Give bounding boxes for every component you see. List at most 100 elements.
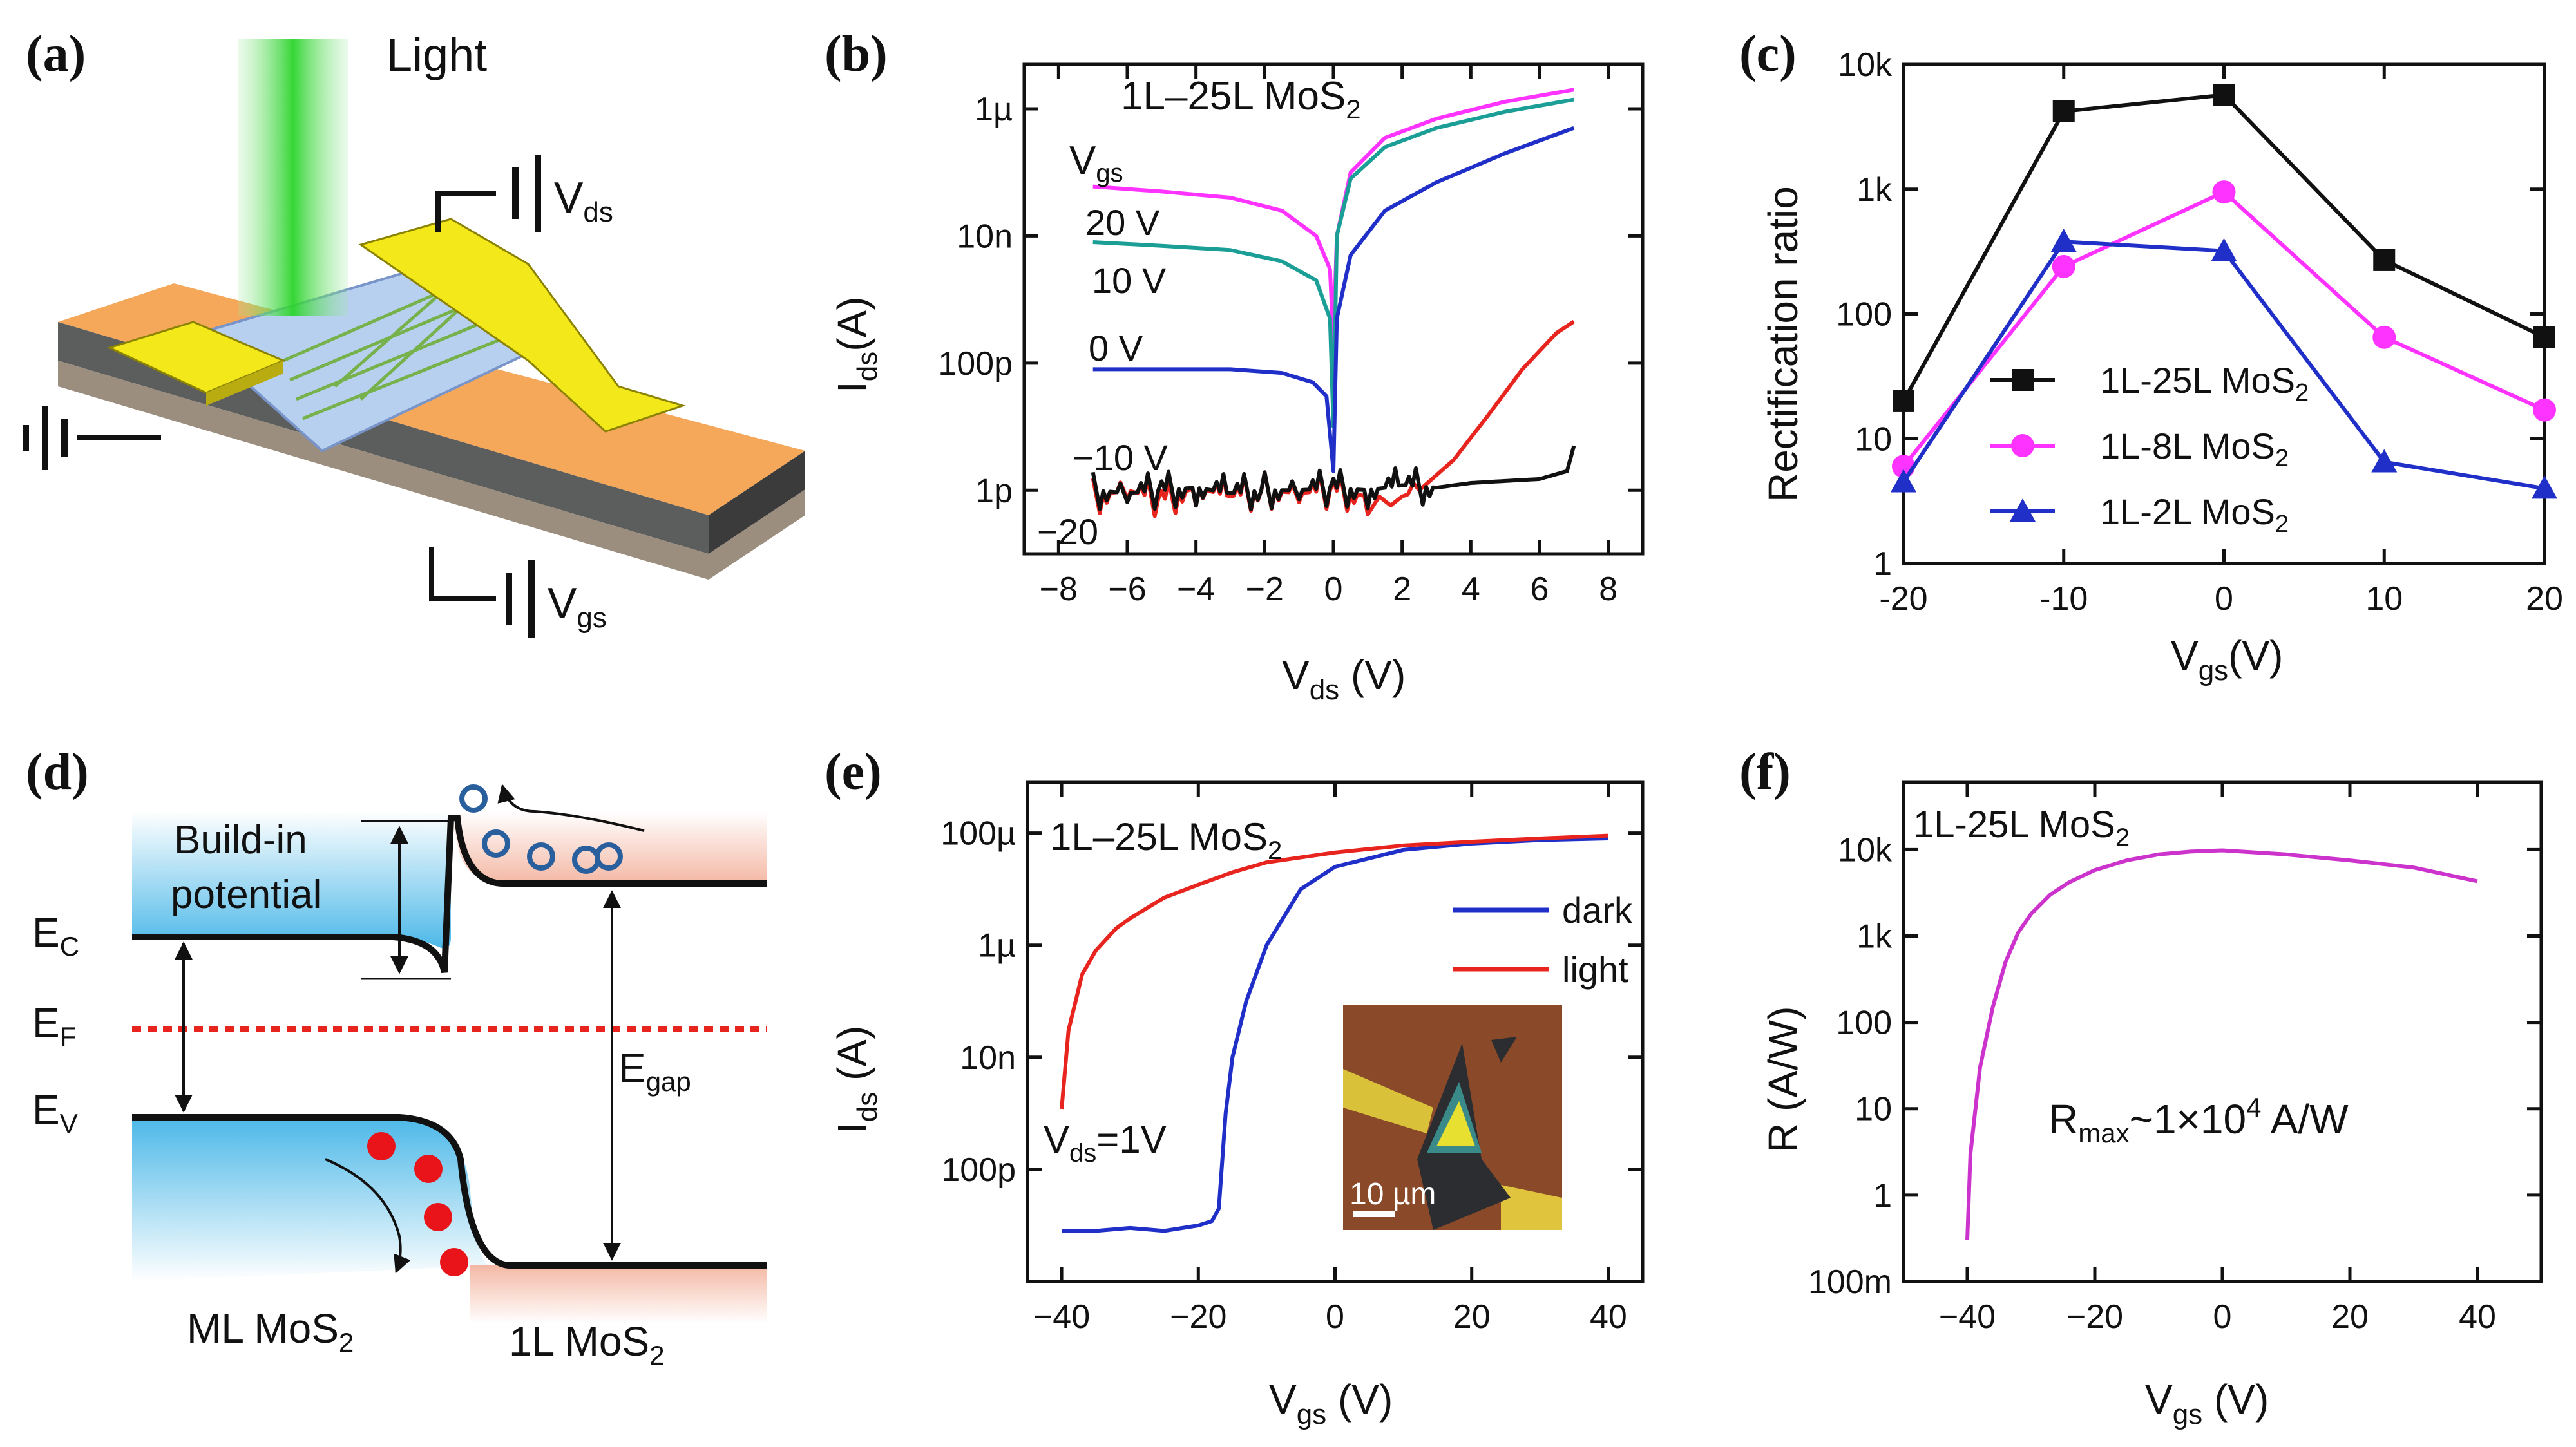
data-point-triangle [1891,469,1916,493]
y-tick-label: 100m [1808,1263,1892,1301]
data-point-triangle [2371,449,2398,473]
y-tick-label: 10 [1855,1091,1892,1128]
data-point-square [2052,100,2075,122]
data-point-triangle [2532,475,2557,499]
data-point-triangle [2211,238,2237,261]
plot-c-legend: 1L-25L MoS2 1L-8L MoS2 1L-2L MoS2 [1990,360,2309,538]
plot-c-frame [1902,62,2546,565]
ev-label: EV [32,1086,78,1139]
x-tick-label: -10 [2039,580,2088,618]
x-tick-label: 10 [2365,580,2403,618]
x-tick-label: 20 [2526,580,2563,618]
plot-e-legend: dark light [1453,890,1633,990]
y-tick-label: 10k [1838,46,1893,84]
vds-note: Vds=1V [1044,1118,1167,1168]
x-tick-label: −40 [1033,1298,1090,1336]
data-point-square [2213,84,2235,106]
plot-c-xlabel: Vgs(V) [2171,632,2283,686]
ml-valence-fill [132,1117,490,1281]
y-tick-label: 100p [938,345,1013,383]
y-tick-label: 1k [1856,171,1893,209]
x-tick-label: 0 [1324,571,1343,608]
x-tick-label: 20 [1453,1298,1491,1336]
x-tick-label: −20 [1170,1298,1226,1336]
x-tick-label: 6 [1531,571,1549,608]
x-tick-label: 0 [1326,1298,1344,1336]
y-tick-label: 1µ [975,91,1013,128]
x-tick-label: 4 [1462,571,1480,608]
x-tick-label: −8 [1040,571,1078,608]
curve-label-m10v: −10 V [1073,437,1169,478]
plot-b-title: 1L–25L MoS2 [1121,74,1361,124]
rmax-annotation: Rmax~1×104 A/W [2048,1092,2349,1148]
x-tick-label: 8 [1599,571,1617,608]
plot-e-ticks: −40 −20 0 20 40 100p 10n 1µ 100µ [940,782,1643,1336]
data-point-circle [2052,254,2075,278]
series-line-light [1060,833,1609,1110]
plot-b-ylabel: Ids(A) [829,296,883,393]
x-tick-label: −2 [1246,571,1284,608]
y-tick-label: 1 [1873,1177,1892,1215]
valence-band [132,1114,767,1269]
right-electrode [358,218,686,433]
y-tick-label: 100 [1836,1005,1892,1042]
ml-mos2-label: ML MoS2 [187,1305,354,1357]
y-tick-label: 100µ [940,815,1016,853]
panel-d-label: (d) [26,744,89,800]
x-tick-label: −4 [1177,571,1215,608]
curve-label-20v: 20 V [1085,202,1160,243]
y-tick-label: 1p [975,472,1013,509]
substrate-bottom [58,361,805,580]
x-tick-label: 40 [2459,1298,2496,1336]
electrons [459,784,623,874]
plot-f-xlabel: Vgs (V) [2145,1376,2269,1430]
plot-e-area [1060,833,1609,1233]
data-point-circle [2372,325,2396,349]
x-tick-label: 0 [2215,580,2233,618]
panel-e-label: (e) [825,744,882,800]
legend-e-dark: dark [1562,890,1633,931]
legend-marker-square [2012,369,2034,391]
legend-c-2: 1L-8L MoS2 [2100,426,2289,472]
x-tick-label: −6 [1108,571,1146,608]
plot-e-xlabel: Vgs (V) [1269,1376,1393,1430]
panel-c-label: (c) [1739,26,1797,82]
x-tick-label: 0 [2213,1298,2232,1336]
series-line--20-V [1091,445,1576,512]
y-tick-label: 10n [957,218,1013,255]
substrate-side [709,451,805,554]
data-point-triangle [2050,229,2077,252]
data-point-square [2373,249,2396,271]
panel-a-label: (a) [26,26,86,82]
x-tick-label: 40 [1590,1298,1627,1336]
holes [367,1132,468,1276]
plot-b-area [1091,88,1576,518]
y-tick-label: 1k [1856,918,1893,955]
ml-conduction-fill [132,811,451,949]
curve-label-m20v: −20 [1037,511,1098,552]
light-label: Light [386,30,487,81]
panel-f-label: (f) [1739,744,1791,800]
x-tick-label: -20 [1879,580,1927,618]
data-point-circle [2533,398,2556,422]
ef-label: EF [32,999,76,1052]
y-tick-label: 10n [960,1039,1016,1077]
x-tick-label: 2 [1393,571,1411,608]
plot-f-ylabel: R (A/W) [1760,1007,1806,1153]
y-tick-label: 10k [1838,831,1893,869]
plot-b-legend-title: Vgs [1069,138,1123,187]
series-line-0-V [1092,126,1575,473]
legend-c-1: 1L-25L MoS2 [2100,360,2309,406]
legend-marker-circle [2011,434,2034,457]
curve-label-0v: 0 V [1089,328,1143,368]
plot-e-ylabel: Ids (A) [829,1026,883,1133]
potential-label: potential [171,873,321,917]
plot-c-area [1891,84,2557,499]
plot-e-title: 1L–25L MoS2 [1050,815,1282,865]
y-tick-label: 1µ [978,927,1016,965]
plot-f-frame [1902,780,2543,1283]
egap-label: Egap [618,1045,691,1097]
